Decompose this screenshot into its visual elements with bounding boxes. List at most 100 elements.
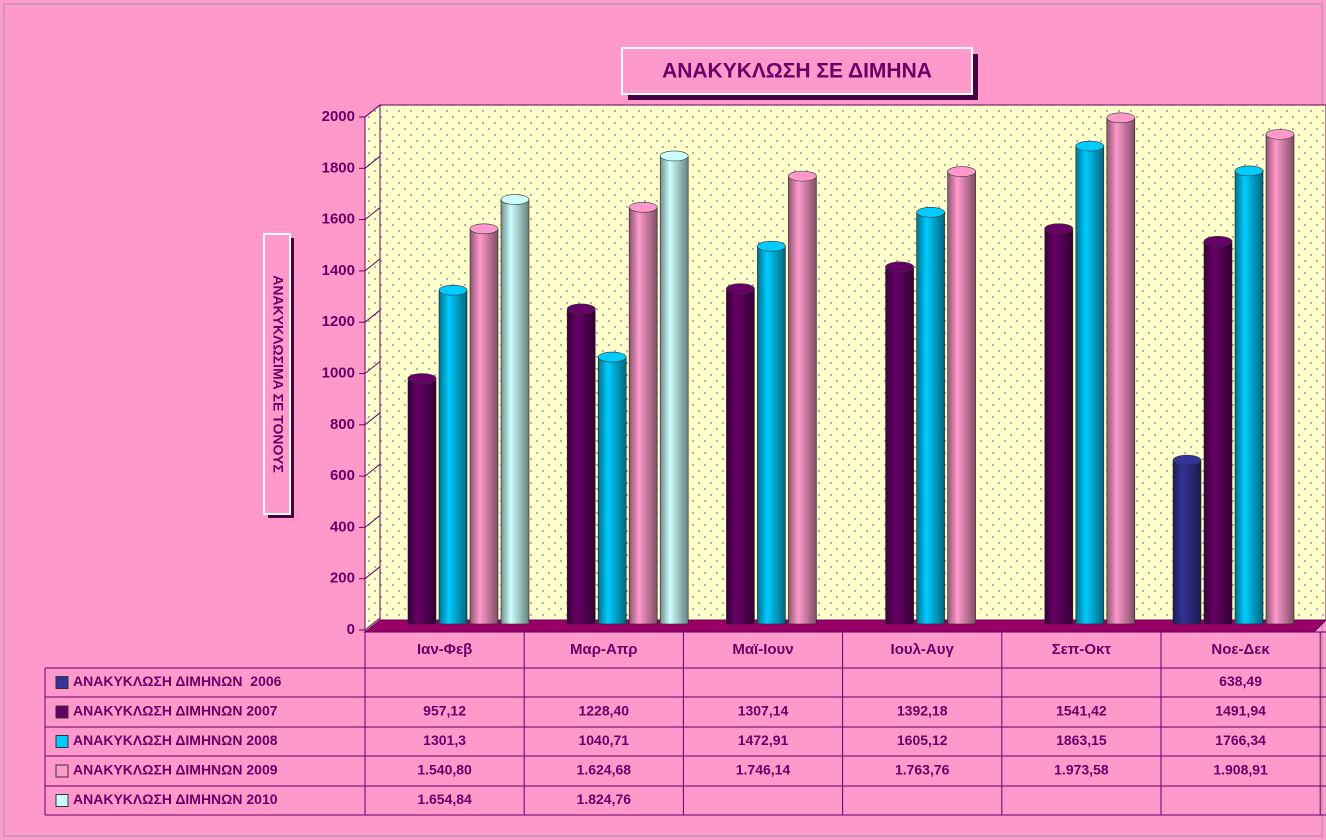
bar-top (438, 284, 468, 296)
y-tick-label: 800 (330, 416, 355, 433)
table-value: 1040,71 (578, 732, 629, 748)
depth-line (364, 207, 381, 220)
bar-shade (757, 246, 786, 624)
table-value: 1472,91 (738, 732, 789, 748)
table-value: 1.540,80 (417, 762, 472, 778)
bar-shade (1173, 460, 1201, 624)
bar-shade (1106, 117, 1135, 624)
depth-line (364, 617, 381, 631)
bar-top (407, 373, 437, 384)
bar-shade (598, 357, 627, 624)
bar-shade (501, 199, 529, 624)
table-value: 1491,94 (1215, 703, 1266, 719)
y-tick-label: 1200 (322, 313, 355, 330)
y-tick-label: 0 (347, 621, 355, 638)
depth-line (364, 515, 381, 528)
table-value: 638,49 (1219, 673, 1262, 689)
bar-top (788, 170, 817, 182)
y-tick-label: 600 (330, 467, 355, 484)
depth-line (364, 361, 381, 374)
bar-top (1106, 112, 1136, 124)
legend-swatch (55, 735, 69, 748)
bar-top (916, 206, 945, 218)
bar-top (1172, 454, 1202, 466)
bar-top (1265, 129, 1295, 140)
bar-shade (1266, 134, 1294, 625)
table-value: 1228,40 (578, 703, 629, 719)
y-label-box (263, 233, 291, 515)
legend-swatch (55, 794, 69, 807)
y-tick-label: 1000 (322, 364, 355, 381)
bar-top (566, 303, 596, 315)
table-value: 1766,34 (1215, 732, 1266, 748)
table-value: 1.973,58 (1054, 762, 1109, 778)
bar-top (1075, 140, 1105, 152)
y-tick-label: 1600 (322, 211, 355, 228)
bar-shade (408, 378, 436, 624)
legend-swatch (55, 676, 69, 689)
depth-line (364, 258, 381, 272)
x-tick-label: Ιαν-Φεβ (417, 641, 472, 658)
bar-shade (1044, 228, 1073, 624)
x-tick-label: Μαρ-Απρ (570, 641, 638, 658)
table-value: 1863,15 (1056, 732, 1107, 748)
bar-shade (567, 308, 596, 624)
table-value: 1.654,84 (417, 791, 472, 807)
bar-shade (629, 207, 658, 624)
legend-swatch (55, 705, 69, 719)
table-value: 1.908,91 (1213, 762, 1268, 778)
depth-line (364, 463, 381, 477)
y-tick-label: 1800 (322, 159, 355, 176)
x-tick-label: Σεπ-Οκτ (1052, 641, 1112, 658)
bar-top (659, 150, 689, 162)
bar-top (1203, 236, 1233, 247)
table-value: 1.624,68 (577, 762, 632, 778)
table-value: 1.824,76 (577, 791, 632, 807)
bar-top (757, 240, 786, 252)
bar-shade (916, 212, 945, 624)
bar-shade (947, 171, 976, 624)
legend-label: ΑΝΑΚΥΚΛΩΣΗ ΔΙΜΗΝΩΝ 2008 (73, 732, 278, 748)
legend-label: ΑΝΑΚΥΚΛΩΣΗ ΔΙΜΗΝΩΝ 2006 (73, 673, 282, 689)
bar-top (628, 201, 658, 213)
legend-label: ΑΝΑΚΥΚΛΩΣΗ ΔΙΜΗΝΩΝ 2007 (73, 703, 278, 719)
legend-label: ΑΝΑΚΥΚΛΩΣΗ ΔΙΜΗΝΩΝ 2010 (73, 791, 278, 807)
y-tick-label: 200 (330, 570, 355, 587)
table-value: 1307,14 (738, 703, 789, 719)
legend-swatch (55, 764, 69, 778)
legend-label: ΑΝΑΚΥΚΛΩΣΗ ΔΙΜΗΝΩΝ 2009 (73, 762, 278, 778)
depth-line (364, 566, 381, 580)
table-value: 1.746,14 (736, 762, 791, 778)
bar-shade (788, 176, 817, 624)
y-tick-label: 2000 (322, 108, 355, 125)
bar-top (469, 223, 499, 235)
bar-shade (726, 288, 755, 624)
bar-shade (439, 290, 467, 624)
bar-shade (885, 266, 914, 624)
table-value: 957,12 (423, 703, 466, 719)
x-tick-label: Ιουλ-Αυγ (891, 641, 955, 658)
depth-line (364, 104, 381, 118)
depth-line (364, 309, 381, 323)
bar-top (597, 351, 627, 363)
x-tick-label: Μαϊ-Ιουν (732, 641, 793, 658)
table-value: 1.763,76 (895, 762, 950, 778)
table-value: 1605,12 (897, 732, 948, 748)
bar-shade (470, 228, 498, 625)
depth-line (364, 412, 381, 426)
depth-line (364, 155, 381, 169)
bar-top (500, 194, 530, 205)
y-axis-label: ΑΝΑΚΥΚΛΩΣΙΜΑ ΣΕ ΤΟΝΟΥΣ (270, 275, 286, 473)
bar-top (1234, 165, 1264, 177)
bar-shade (1204, 241, 1232, 624)
title-box (621, 47, 973, 95)
x-tick-label: Νοε-Δεκ (1211, 641, 1270, 658)
table-value: 1541,42 (1056, 703, 1107, 719)
side-wall (364, 103, 381, 634)
bar-shade (1235, 170, 1263, 625)
bar-top (947, 166, 976, 177)
bar-shade (660, 155, 689, 624)
table-value: 1392,18 (897, 703, 948, 719)
bar-top (885, 261, 914, 273)
bar-shade (1075, 146, 1104, 624)
